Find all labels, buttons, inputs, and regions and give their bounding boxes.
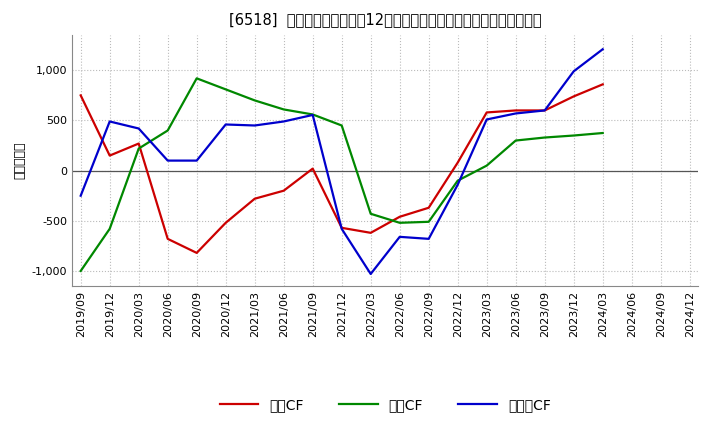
- フリーCF: [192, 158, 201, 163]
- 営業CF: [570, 94, 578, 99]
- フリーCF: [163, 158, 172, 163]
- 投賄CF: [541, 135, 549, 140]
- Legend: 営業CF, 投賄CF, フリーCF: 営業CF, 投賄CF, フリーCF: [220, 398, 551, 412]
- 営業CF: [163, 236, 172, 242]
- 営業CF: [279, 188, 288, 193]
- フリーCF: [541, 108, 549, 113]
- 営業CF: [338, 225, 346, 231]
- フリーCF: [482, 117, 491, 122]
- 営業CF: [366, 230, 375, 235]
- Y-axis label: （百万円）: （百万円）: [13, 142, 26, 180]
- 投賄CF: [570, 133, 578, 138]
- 営業CF: [221, 220, 230, 225]
- Line: 投賄CF: 投賄CF: [81, 78, 603, 271]
- 投賄CF: [338, 123, 346, 128]
- フリーCF: [511, 111, 520, 116]
- 営業CF: [395, 214, 404, 220]
- 営業CF: [76, 93, 85, 98]
- フリーCF: [570, 69, 578, 74]
- Title: [6518]  キャッシュフローの12か月移動合計の対前年同期増減額の推移: [6518] キャッシュフローの12か月移動合計の対前年同期増減額の推移: [229, 12, 541, 27]
- 営業CF: [598, 82, 607, 87]
- 投賄CF: [279, 107, 288, 112]
- フリーCF: [251, 123, 259, 128]
- Line: 営業CF: 営業CF: [81, 84, 603, 253]
- 投賄CF: [163, 128, 172, 133]
- 営業CF: [454, 160, 462, 165]
- 営業CF: [424, 205, 433, 210]
- 投賄CF: [76, 268, 85, 274]
- フリーCF: [308, 112, 317, 117]
- Line: フリーCF: フリーCF: [81, 49, 603, 274]
- 投賄CF: [598, 130, 607, 136]
- 営業CF: [511, 108, 520, 113]
- フリーCF: [76, 193, 85, 198]
- 営業CF: [482, 110, 491, 115]
- フリーCF: [221, 122, 230, 127]
- 投賄CF: [454, 178, 462, 183]
- フリーCF: [279, 119, 288, 124]
- 投賄CF: [251, 98, 259, 103]
- 投賄CF: [511, 138, 520, 143]
- 投賄CF: [192, 76, 201, 81]
- 営業CF: [192, 250, 201, 256]
- フリーCF: [105, 119, 114, 124]
- 投賄CF: [395, 220, 404, 225]
- 投賄CF: [308, 112, 317, 117]
- 投賄CF: [105, 226, 114, 231]
- フリーCF: [135, 126, 143, 131]
- 営業CF: [541, 108, 549, 113]
- 投賄CF: [221, 87, 230, 92]
- フリーCF: [395, 234, 404, 239]
- フリーCF: [424, 236, 433, 242]
- 投賄CF: [482, 163, 491, 168]
- 投賄CF: [424, 219, 433, 224]
- 投賄CF: [366, 211, 375, 216]
- 営業CF: [105, 153, 114, 158]
- フリーCF: [338, 226, 346, 231]
- 営業CF: [308, 166, 317, 171]
- フリーCF: [454, 182, 462, 187]
- 営業CF: [251, 196, 259, 202]
- 投賄CF: [135, 146, 143, 151]
- フリーCF: [366, 271, 375, 277]
- フリーCF: [598, 47, 607, 52]
- 営業CF: [135, 141, 143, 146]
